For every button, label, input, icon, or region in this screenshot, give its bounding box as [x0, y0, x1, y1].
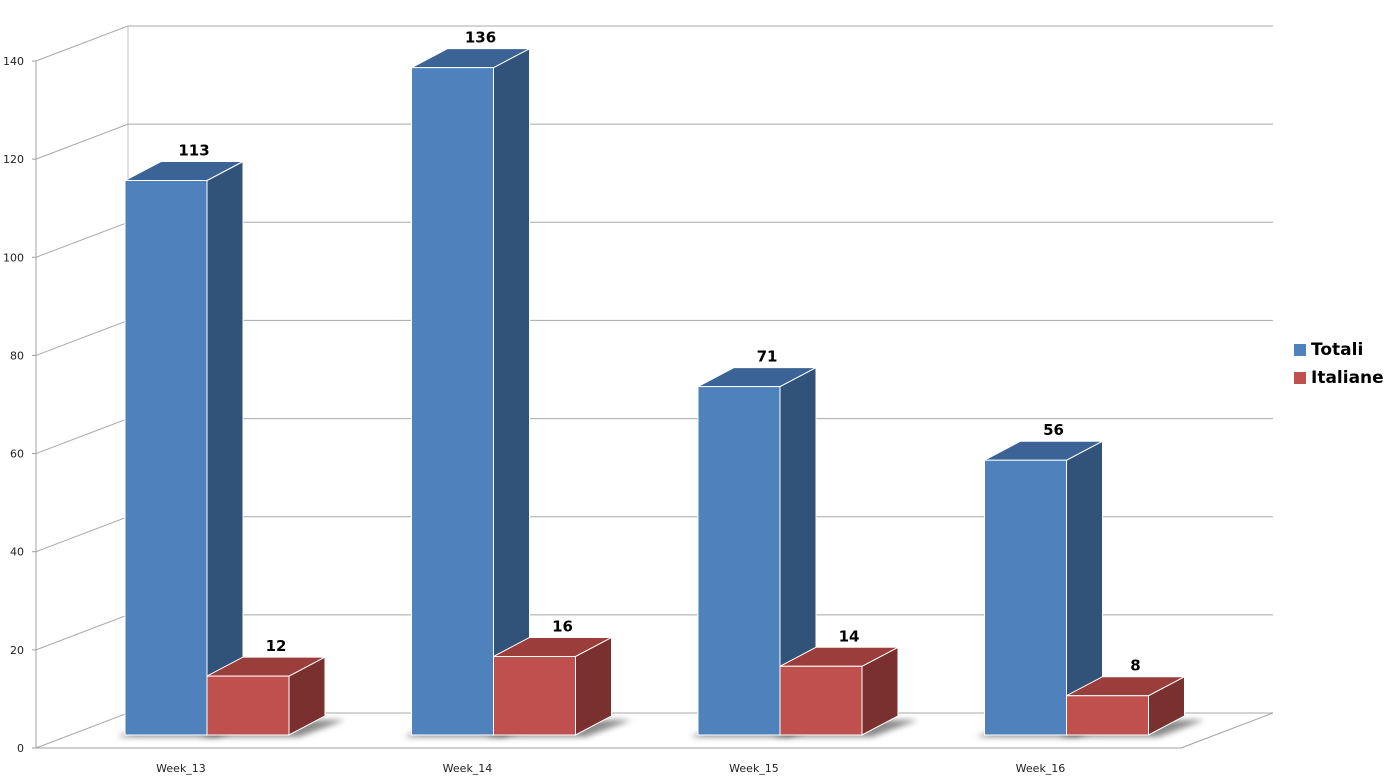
- x-axis: Week_13 Week_14 Week_15 Week_16: [156, 762, 1065, 775]
- bar-italiane: [206, 675, 290, 736]
- bar-totali: [124, 180, 208, 736]
- legend-item-italiane: Italiane: [1294, 364, 1384, 392]
- gridline-wall: [35, 712, 129, 749]
- y-tick-label: 80: [10, 349, 24, 362]
- x-tick-label: Week_14: [443, 762, 493, 775]
- y-tick-label: 20: [10, 644, 24, 657]
- legend: Totali Italiane: [1294, 336, 1384, 392]
- bar-italiane: [1066, 695, 1149, 736]
- y-tick-label: 140: [3, 55, 24, 68]
- x-tick-label: Week_16: [1016, 762, 1066, 775]
- gridline-wall: [35, 418, 129, 455]
- bar-side-totali: [206, 160, 244, 736]
- data-label-italiane: 14: [839, 627, 860, 645]
- x-tick-label: Week_13: [156, 762, 206, 775]
- legend-item-totali: Totali: [1294, 336, 1384, 364]
- data-label-italiane: 16: [552, 617, 573, 635]
- y-tick-label: 40: [10, 546, 24, 559]
- bar-totali: [411, 67, 494, 736]
- gridline-wall: [35, 221, 129, 258]
- gridline-wall: [35, 614, 129, 651]
- bar-side-totali: [493, 47, 530, 736]
- legend-label-totali: Totali: [1311, 340, 1364, 360]
- bar-italiane: [779, 665, 863, 736]
- gridline-wall: [35, 516, 129, 553]
- y-tick-label: 60: [10, 448, 24, 461]
- floor-right-edge: [1180, 712, 1274, 749]
- bars: [124, 47, 1185, 736]
- gridline-wall: [35, 123, 129, 160]
- legend-label-italiane: Italiane: [1311, 368, 1384, 388]
- data-label-italiane: 12: [266, 637, 287, 655]
- y-tick-label: 120: [3, 153, 24, 166]
- data-label-totali: 136: [465, 29, 496, 47]
- data-label-totali: 113: [178, 142, 209, 160]
- gridline-wall: [35, 319, 129, 356]
- y-tick-label: 0: [17, 742, 24, 755]
- data-label-totali: 56: [1043, 421, 1064, 439]
- legend-swatch-italiane: [1294, 372, 1306, 384]
- data-label-totali: 71: [757, 348, 778, 366]
- y-tick-label: 100: [3, 251, 24, 264]
- bar-italiane: [493, 655, 576, 736]
- legend-swatch-totali: [1294, 344, 1306, 356]
- y-axis: 0 20 40 60 80 100 120 140: [3, 55, 1274, 755]
- bar-totali: [984, 459, 1067, 736]
- bar-totali: [697, 386, 781, 736]
- data-label-italiane: 8: [1130, 657, 1140, 675]
- data-labels: 113 12 136 16 71 14 56 8: [178, 29, 1140, 675]
- gridline-wall: [35, 25, 129, 62]
- x-tick-label: Week_15: [729, 762, 779, 775]
